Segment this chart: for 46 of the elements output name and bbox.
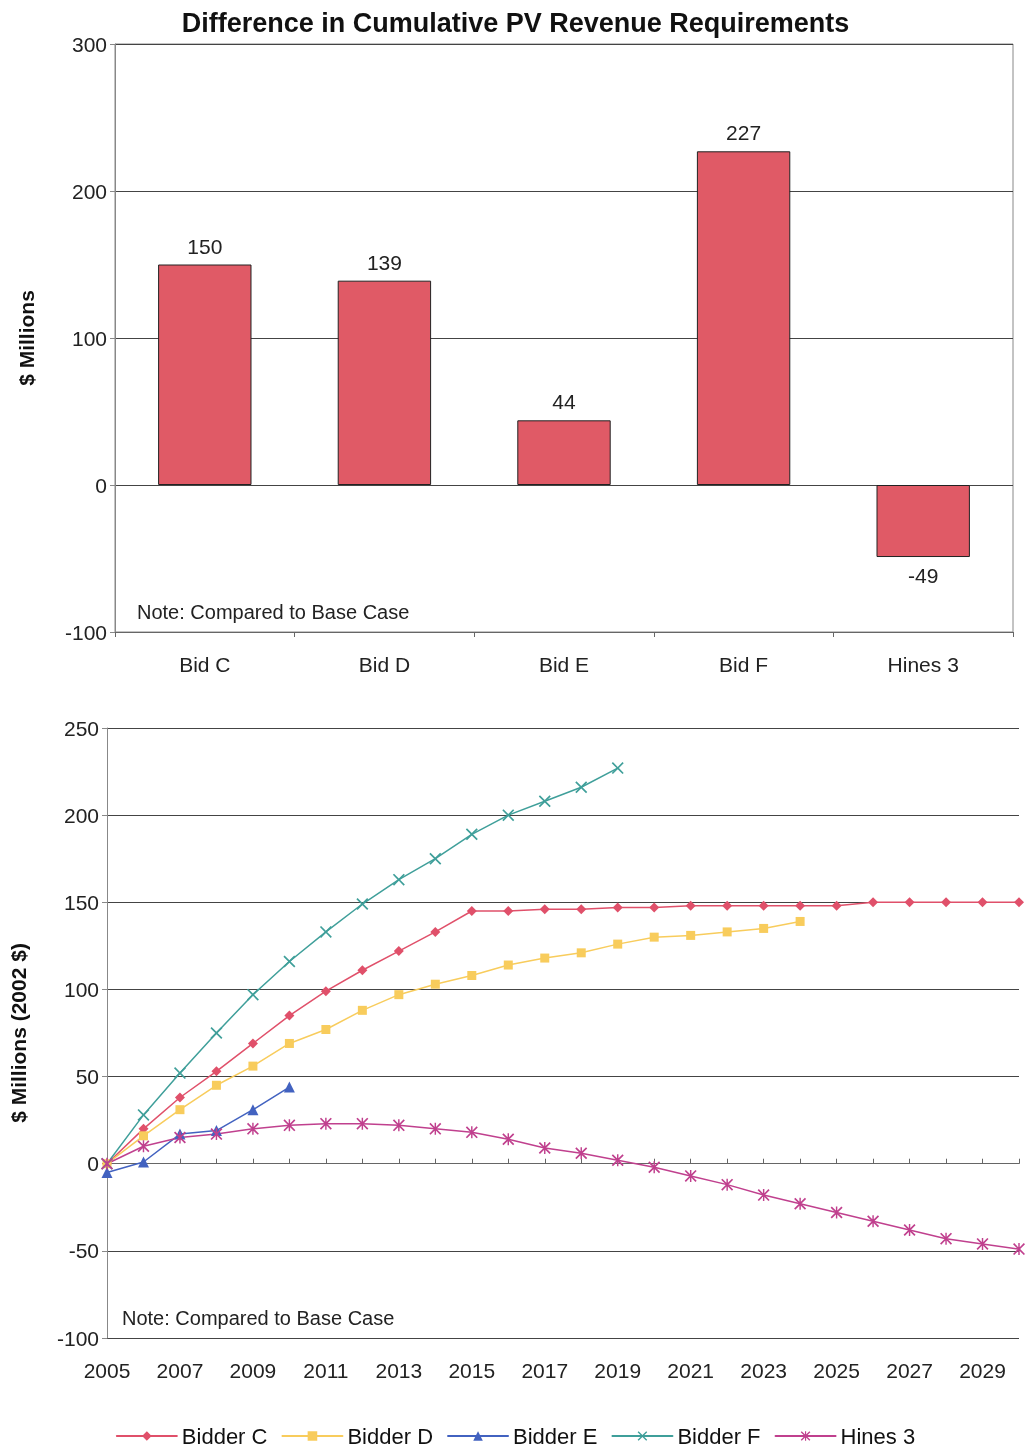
y-tick-label: -100 [64,620,107,644]
x-tick-label: 2013 [375,1359,423,1382]
x-tick-label: 2011 [303,1359,349,1382]
x-tick-label: 2029 [959,1359,1006,1382]
data-label: 44 [552,390,576,414]
y-tick-label: 150 [63,890,99,914]
annotation: Note: Compared to Base Case [137,601,410,623]
legend-label: Bidder E [513,1423,598,1449]
y-tick-label: 100 [71,326,107,350]
x-tick-label: 2027 [886,1359,933,1382]
y-tick-label: 0 [87,1152,99,1176]
y-tick-label: 0 [95,473,107,497]
legend-label: Hines 3 [840,1423,916,1449]
data-label: 227 [726,121,762,145]
data-label: -49 [908,564,939,588]
legend-label: Bidder C [181,1423,268,1449]
x-tick-label: 2009 [229,1359,277,1382]
y-tick-label: 200 [63,803,99,827]
x-tick-label: Bid E [538,653,590,676]
y-tick-label: 250 [63,716,99,740]
data-label: 139 [366,250,402,274]
y-tick-label: 50 [75,1065,99,1089]
x-tick-label: Bid D [358,653,411,676]
x-tick-label: Hines 3 [887,653,959,676]
x-tick-label: 2025 [813,1359,860,1382]
x-tick-label: 2007 [156,1359,204,1382]
x-tick-label: 2017 [521,1359,569,1382]
annotation: Note: Compared to Base Case [122,1307,395,1329]
y-tick-label: -100 [56,1326,99,1350]
x-tick-label: Bid C [179,653,231,676]
x-tick-label: 2023 [740,1359,787,1382]
y-tick-label: 300 [71,32,107,56]
legend-label: Bidder F [677,1423,761,1449]
legend-label: Bidder D [347,1423,434,1449]
y-axis-title: $ Millions (2002 $) [7,943,30,1123]
chart-title: Difference in Cumulative PV Revenue Requirements [181,7,850,38]
x-tick-label: 2015 [448,1359,496,1382]
y-tick-label: -50 [68,1239,99,1263]
y-tick-label: 100 [63,977,99,1001]
x-tick-label: 2019 [594,1359,642,1382]
x-tick-label: 2005 [83,1359,131,1382]
x-tick-label: 2021 [667,1359,715,1382]
data-label: 150 [187,234,223,258]
y-axis-title: $ Millions [15,290,38,386]
y-tick-label: 200 [71,179,107,203]
x-tick-label: Bid F [719,653,769,676]
